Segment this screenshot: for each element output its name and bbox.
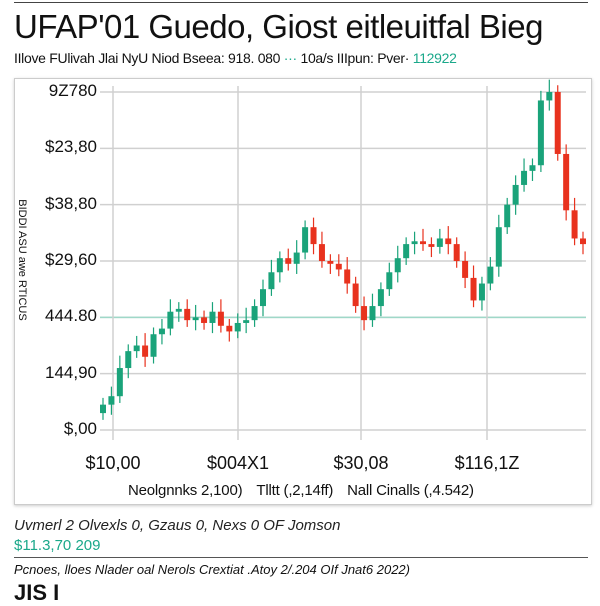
candle-up [537, 100, 544, 166]
y-tick-label: 144,90 [45, 362, 97, 382]
y-tick-label: $,00 [63, 419, 97, 438]
logo: JIS I [14, 580, 60, 605]
candle-up [529, 165, 536, 171]
candle-down [420, 241, 426, 245]
y-tick-label: $38,80 [45, 193, 97, 213]
candle-up [260, 289, 266, 307]
candle-up [369, 306, 376, 321]
source-text: Pcnoes, lloes Nlader oal Nerols Crextiat… [14, 562, 410, 577]
legend-item: Nall Cinalls (,4.542) [347, 482, 474, 499]
legend-item: Tlltt (,2,14ff) [256, 482, 334, 499]
page-title: UFAP'01 Guedo, Giost eitleuitfal Bieg [14, 8, 543, 45]
candle-up [167, 311, 174, 329]
candle-up [403, 244, 410, 259]
candle-down [554, 92, 561, 154]
candle-up [268, 272, 275, 290]
candle-down [344, 269, 351, 284]
candle-down [327, 261, 334, 264]
candle-up [125, 351, 132, 369]
subtitle-value: 112922 [412, 50, 457, 66]
candle-down [563, 153, 570, 211]
candle-down [352, 283, 359, 307]
candle-down [470, 277, 477, 301]
candle-down [571, 210, 578, 239]
y-axis-label: BIDDI ASU awe RTICUS [12, 185, 32, 335]
y-tick-label: 444.80 [45, 306, 97, 326]
y-tick-label: $23,80 [45, 137, 97, 157]
candle-down [201, 317, 208, 323]
x-tick-label: $30,08 [333, 453, 389, 473]
candle-down [318, 244, 325, 261]
candle-up [158, 328, 165, 335]
x-tick-label: $116,1Z [454, 453, 520, 473]
subtitle: IIlove FUlivah Jlai NyU Niod Bseea: 918.… [14, 50, 457, 66]
candle-down [217, 311, 224, 326]
candle-up [209, 311, 216, 323]
candle-up [108, 396, 115, 405]
candle-down [285, 258, 292, 264]
candle-down [226, 325, 233, 332]
candle-up [302, 227, 309, 253]
candle-up [243, 320, 250, 323]
candle-up [504, 204, 511, 228]
candle-down [453, 244, 460, 261]
footer-total: $11.3,70 209 [14, 537, 101, 554]
candle-up [377, 289, 384, 307]
candle-up [192, 317, 199, 321]
candle-down [335, 263, 342, 270]
candle-up [386, 272, 393, 290]
candle-up [521, 170, 528, 185]
legend: Neolgnnks 2,100) Tlltt (,2,14ff) Nall Cina… [128, 482, 488, 499]
candle-up [100, 404, 106, 414]
candle-down [462, 261, 469, 278]
candle-down [184, 308, 191, 321]
x-tick-label: $004X1 [206, 453, 270, 473]
candle-down [428, 244, 435, 247]
subtitle-mid: 10a/s IIIpun: Pver· [300, 50, 410, 66]
top-rule [14, 2, 588, 3]
subtitle-text: IIlove FUlivah Jlai NyU Niod Bseea: 918.… [14, 50, 281, 66]
candle-down [361, 306, 368, 321]
footer-note: Uvmerl 2 Olvexls 0, Gzaus 0, Nexs 0 OF J… [14, 517, 341, 534]
x-tick-label: $10,00 [85, 453, 141, 473]
candle-up [116, 368, 123, 397]
y-axis-label-text: BIDDI ASU awe RTICUS [16, 199, 28, 321]
candle-up [276, 258, 283, 273]
y-tick-label: $29,60 [45, 250, 97, 269]
candle-up [394, 258, 401, 273]
candle-down [142, 345, 149, 357]
candle-up [293, 252, 300, 264]
candle-up [546, 92, 553, 101]
candle-up [512, 184, 519, 205]
legend-item: Neolgnnks 2,100) [128, 482, 243, 499]
footer-rule [14, 557, 588, 558]
candle-up [234, 322, 241, 332]
candle-up [478, 283, 485, 301]
subtitle-dots: ··· [283, 50, 297, 66]
candle-up [411, 241, 418, 245]
candle-up [436, 238, 443, 247]
y-tick-label: 9Z780 [48, 81, 97, 100]
candle-up [133, 345, 140, 352]
candle-up [495, 227, 502, 267]
candle-down [580, 238, 586, 245]
candle-down [445, 238, 452, 245]
candle-up [150, 334, 157, 357]
candle-down [310, 227, 317, 245]
candle-up [175, 308, 182, 312]
chart-frame [14, 78, 592, 505]
candle-up [251, 306, 258, 321]
candle-up [487, 266, 494, 284]
